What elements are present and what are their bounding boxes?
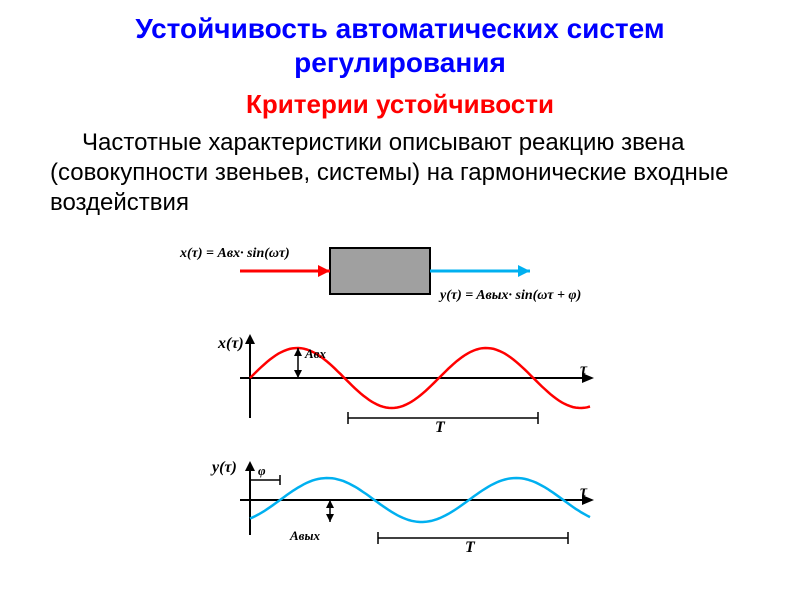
y-wave-axis-label: τ [580, 483, 588, 500]
x-amp-label: Aвх [304, 346, 326, 361]
system-block [330, 248, 430, 294]
y-amp-arrow-up [326, 500, 334, 508]
y-phase-label: φ [258, 463, 266, 478]
y-wave-yaxis-arrow [245, 461, 255, 471]
y-amp-label: Aвых [289, 528, 320, 543]
output-arrow-head [518, 265, 530, 277]
block-diagram: х(τ) = Aвх· sin(ωτ) y(τ) = Aвых· sin(ωτ … [180, 240, 620, 320]
page-title: Устойчивость автоматических систем регул… [0, 0, 800, 79]
y-period-label: T [465, 539, 476, 556]
wave-chart-svg: х(τ) τ Aвх T у(τ) τ φ Aвых [190, 330, 610, 590]
x-wave-yaxis-arrow [245, 334, 255, 344]
page-subtitle: Критерии устойчивости [0, 79, 800, 128]
input-formula: х(τ) = Aвх· sin(ωτ) [180, 246, 290, 262]
y-amp-arrow-down [326, 514, 334, 522]
output-formula: y(τ) = Aвых· sin(ωτ + φ) [440, 288, 581, 304]
y-wave-label: у(τ) [210, 459, 237, 476]
body-text: Частотные характеристики описывают реакц… [0, 128, 800, 218]
x-wave-label: х(τ) [217, 335, 244, 352]
x-wave-axis-label: τ [580, 361, 588, 378]
x-amp-arrow-down [294, 370, 302, 378]
input-arrow-head [318, 265, 330, 277]
x-period-label: T [435, 419, 446, 436]
wave-chart: х(τ) τ Aвх T у(τ) τ φ Aвых [190, 330, 610, 590]
